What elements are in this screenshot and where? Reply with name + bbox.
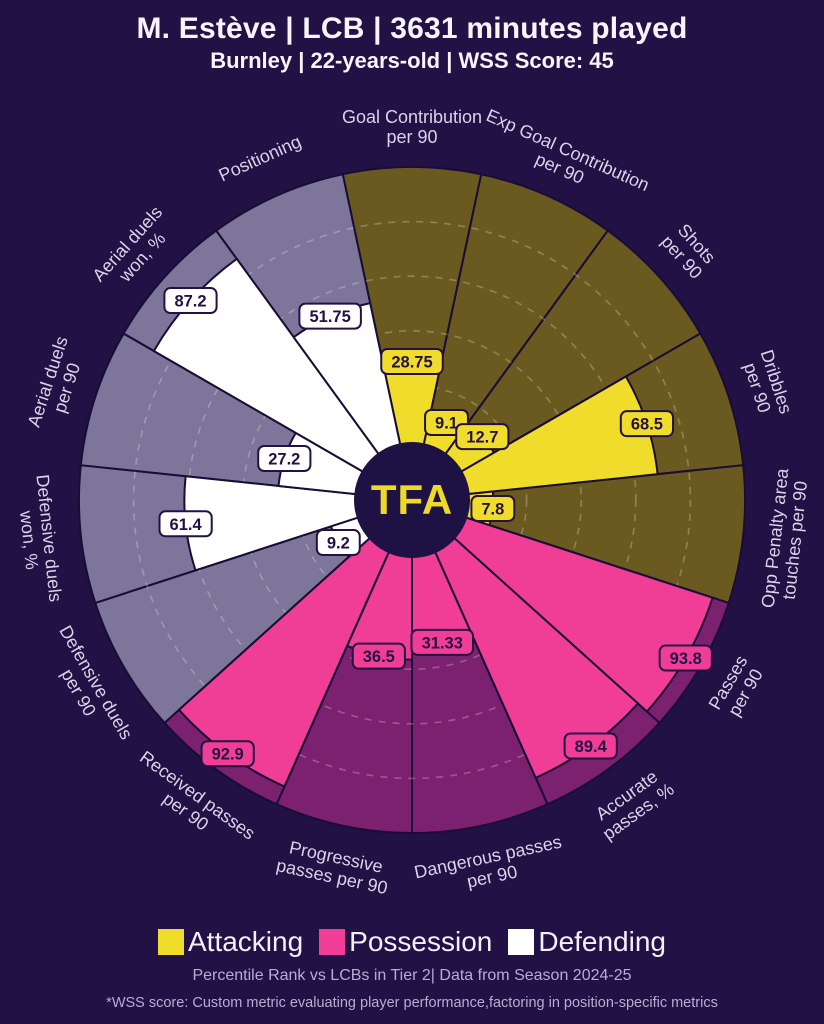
- value-label-box: [298, 302, 362, 330]
- value-label-box: [200, 740, 255, 768]
- value-label-text: 27.2: [268, 451, 300, 469]
- value-label: 61.4: [158, 510, 213, 538]
- footnote-wss: *WSS score: Custom metric evaluating pla…: [106, 995, 718, 1011]
- value-label-text: 87.2: [174, 293, 206, 311]
- category-label: Goal Contribution per 90: [342, 107, 482, 147]
- page-title: M. Estève | LCB | 3631 minutes played: [136, 12, 688, 45]
- center-circle: [354, 442, 470, 558]
- value-label: 28.75: [380, 348, 444, 376]
- value-label-box: [351, 642, 406, 670]
- value-label-text: 93.8: [670, 650, 702, 668]
- value-label-box: [315, 529, 361, 557]
- legend-item-possession: Possession: [319, 926, 492, 958]
- value-label: 27.2: [257, 445, 312, 473]
- value-label: 31.33: [410, 628, 475, 656]
- value-label-box: [410, 628, 475, 656]
- value-label-text: 92.9: [212, 746, 244, 764]
- value-label-box: [158, 510, 213, 538]
- value-label-text: 7.8: [481, 501, 504, 519]
- gridline-circle: [242, 329, 582, 670]
- category-label: Passesper 90: [705, 652, 769, 723]
- value-label: 51.75: [298, 302, 362, 330]
- value-label: 12.7: [455, 423, 510, 451]
- value-label-box: [163, 287, 218, 315]
- value-label-text: 36.5: [363, 648, 395, 666]
- category-label: Defensive duelswon, %: [12, 473, 65, 605]
- value-label: 36.5: [351, 642, 406, 670]
- value-label: 92.9: [200, 740, 255, 768]
- value-label-box: [455, 423, 510, 451]
- value-label: 89.4: [563, 732, 618, 760]
- value-label-box: [619, 410, 675, 438]
- category-label: Opp Penalty areatouches per 90: [758, 466, 813, 610]
- legend: Attacking Possession Defending: [0, 926, 824, 958]
- value-label: 68.5: [619, 410, 675, 438]
- value-label-text: 31.33: [422, 634, 463, 652]
- value-label-box: [380, 348, 444, 376]
- value-label-text: 28.75: [391, 354, 432, 372]
- value-label-box: [470, 495, 516, 522]
- value-label-text: 51.75: [309, 308, 350, 326]
- value-label-text: 9.1: [435, 414, 458, 432]
- value-label-text: 68.5: [631, 416, 663, 434]
- gridline-circle: [296, 384, 528, 616]
- value-label: 87.2: [163, 287, 218, 315]
- legend-label: Defending: [538, 926, 666, 957]
- value-label-text: 9.2: [327, 535, 350, 553]
- legend-item-attacking: Attacking: [157, 926, 304, 958]
- header: M. Estève | LCB | 3631 minutes played Bu…: [0, 0, 824, 74]
- value-label-text: 89.4: [575, 738, 608, 756]
- category-label: Aerial duelsper 90: [24, 334, 91, 436]
- value-label-text: 61.4: [170, 516, 203, 534]
- value-label: 9.2: [315, 529, 361, 557]
- legend-swatch-attacking: [157, 929, 184, 955]
- tfa-logo: TFA: [371, 476, 453, 523]
- value-label-box: [658, 644, 713, 672]
- gridline-circle: [132, 220, 692, 780]
- value-label: 7.8: [470, 495, 516, 522]
- category-label: Progressivepasses per 90: [275, 835, 394, 898]
- slice-background-attacking: [341, 166, 483, 501]
- footnote-percentile: Percentile Rank vs LCBs in Tier 2| Data …: [192, 967, 632, 984]
- category-label: Dangerous passesper 90: [412, 832, 567, 902]
- value-label: 93.8: [658, 644, 713, 672]
- value-label-box: [257, 445, 312, 473]
- page-subtitle: Burnley | 22-years-old | WSS Score: 45: [210, 48, 614, 73]
- category-label: Dribblesper 90: [738, 347, 796, 422]
- legend-swatch-possession: [319, 929, 346, 955]
- legend-item-defending: Defending: [508, 926, 666, 958]
- legend-label: Possession: [349, 926, 493, 957]
- legend-label: Attacking: [187, 926, 304, 957]
- legend-swatch-defending: [508, 929, 535, 955]
- value-label-text: 12.7: [466, 429, 498, 447]
- category-label: Shotsper 90: [657, 218, 721, 283]
- category-label: Positioning: [216, 131, 305, 185]
- value-label-box: [563, 732, 618, 760]
